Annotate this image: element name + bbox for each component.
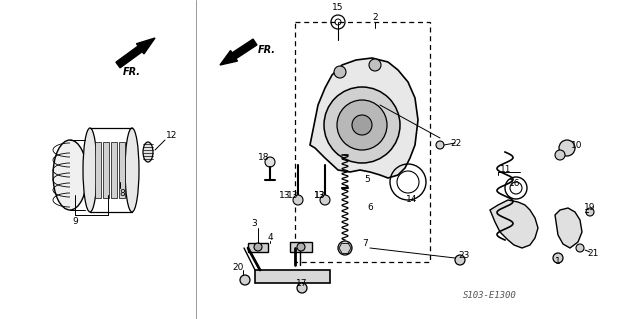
Ellipse shape (143, 142, 153, 162)
Text: 20: 20 (232, 263, 244, 271)
Circle shape (555, 150, 565, 160)
Text: 21: 21 (588, 249, 598, 258)
Text: FR.: FR. (123, 67, 141, 77)
Circle shape (324, 87, 400, 163)
Text: 19: 19 (584, 204, 596, 212)
Circle shape (337, 100, 387, 150)
Circle shape (352, 115, 372, 135)
Text: 13: 13 (279, 191, 291, 201)
Text: 5: 5 (364, 174, 370, 183)
Bar (295, 22, 430, 262)
Bar (290, 242, 312, 252)
Circle shape (559, 140, 575, 156)
Circle shape (320, 195, 330, 205)
Text: 13: 13 (314, 191, 326, 201)
Bar (103, 142, 109, 198)
Text: 14: 14 (406, 196, 418, 204)
Text: 2: 2 (372, 13, 378, 23)
Bar (119, 142, 125, 198)
Circle shape (254, 243, 262, 251)
Circle shape (338, 241, 352, 255)
Text: 1: 1 (555, 256, 561, 265)
Text: 10: 10 (572, 140, 583, 150)
Circle shape (265, 157, 275, 167)
Circle shape (455, 255, 465, 265)
Circle shape (576, 244, 584, 252)
Polygon shape (490, 200, 538, 248)
Bar (248, 243, 268, 252)
Bar (111, 142, 117, 198)
Ellipse shape (125, 128, 139, 212)
Text: 4: 4 (267, 233, 273, 241)
Bar (255, 270, 330, 283)
Bar (95, 142, 101, 198)
Text: 3: 3 (251, 219, 257, 228)
Circle shape (436, 141, 444, 149)
Text: 22: 22 (451, 138, 461, 147)
Ellipse shape (83, 128, 97, 212)
Text: 8: 8 (119, 189, 125, 197)
Text: 13: 13 (314, 191, 326, 201)
Text: 18: 18 (259, 153, 269, 162)
Ellipse shape (53, 140, 87, 210)
Text: 12: 12 (166, 131, 178, 140)
Circle shape (553, 253, 563, 263)
Circle shape (297, 243, 305, 251)
Text: 15: 15 (332, 4, 344, 12)
Text: 11: 11 (500, 166, 511, 174)
Text: 6: 6 (367, 203, 373, 211)
Circle shape (293, 195, 303, 205)
Text: 23: 23 (458, 250, 470, 259)
Circle shape (297, 283, 307, 293)
Text: S103-E1300: S103-E1300 (463, 291, 517, 300)
Text: 9: 9 (72, 217, 78, 226)
FancyArrow shape (220, 39, 257, 65)
Text: 7: 7 (362, 239, 368, 248)
Circle shape (240, 275, 250, 285)
Circle shape (586, 208, 594, 216)
Text: 17: 17 (296, 278, 308, 287)
FancyArrow shape (116, 38, 155, 68)
Circle shape (334, 66, 346, 78)
Text: 16: 16 (509, 179, 521, 188)
Text: FR.: FR. (258, 45, 276, 55)
Polygon shape (310, 58, 418, 178)
Circle shape (369, 59, 381, 71)
Polygon shape (555, 208, 582, 248)
Text: 13: 13 (287, 191, 299, 201)
